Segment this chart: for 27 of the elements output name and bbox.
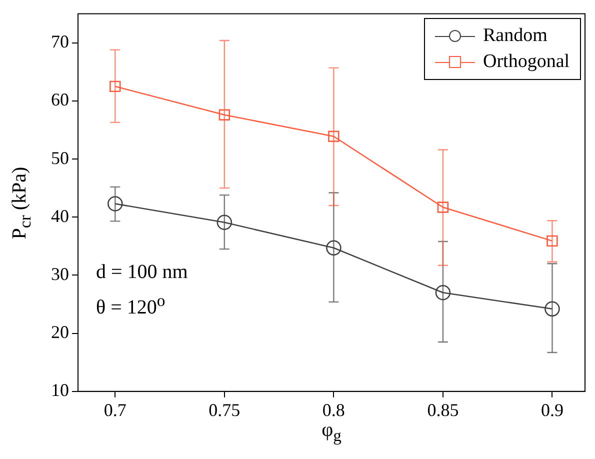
y-tick-label: 70: [51, 32, 69, 52]
x-tick-label: 0.85: [427, 400, 459, 420]
point: [108, 196, 123, 212]
x-tick-label: 0.9: [540, 400, 564, 420]
legend-label: Random: [483, 24, 548, 47]
point: [218, 109, 230, 120]
x-tick-label: 0.75: [208, 400, 240, 420]
x-axis-title: φ$_{g}$: [322, 419, 342, 446]
point: [326, 240, 342, 256]
x-tick-label: 0.7: [104, 400, 126, 420]
legend-label: Orthogonal: [483, 50, 570, 73]
x-tick-label: 0.8: [322, 400, 345, 420]
y-tick-label: 50: [51, 148, 69, 168]
y-tick-label: 20: [51, 322, 69, 342]
point: [110, 80, 121, 92]
y-tick-label: 10: [51, 380, 69, 400]
y-tick-label: 40: [51, 206, 69, 226]
point: [437, 202, 449, 213]
y-tick-label: 30: [51, 264, 69, 284]
point: [544, 301, 560, 317]
point: [546, 235, 558, 247]
point: [328, 130, 340, 142]
annotation: d = 100 nm: [96, 261, 188, 284]
y-tick-label: 60: [51, 90, 69, 110]
point: [435, 284, 451, 300]
annotation: θ = 120$^{o}$: [96, 291, 166, 320]
point: [216, 214, 232, 230]
